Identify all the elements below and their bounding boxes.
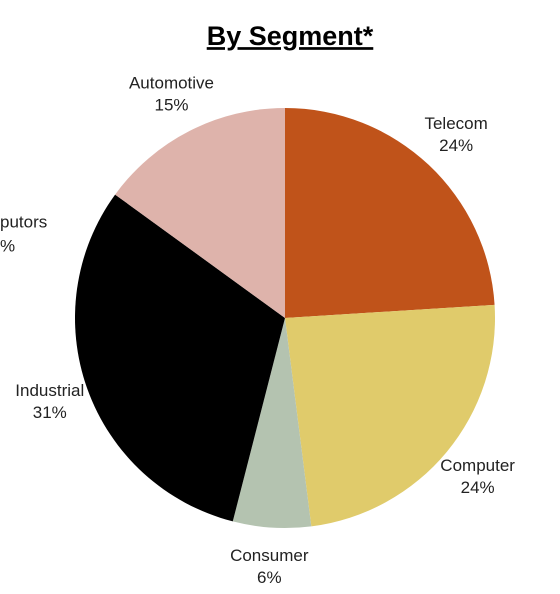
slice-value-label: 31%: [33, 403, 67, 422]
slice-value-label: 24%: [461, 478, 495, 497]
slice-value-label: 15%: [154, 96, 188, 115]
slice-value-label: 6%: [257, 568, 282, 587]
pie-slice: [74, 194, 285, 522]
slice-label: Consumer: [230, 546, 309, 565]
chart-title: By Segment*: [207, 21, 374, 51]
pie-slice: [232, 318, 312, 528]
pie-slice: [285, 304, 495, 527]
pie-slice: [285, 108, 495, 318]
slice-label: Telecom: [424, 114, 487, 133]
slice-label: Automotive: [129, 74, 214, 93]
slice-label: Industrial: [15, 381, 84, 400]
slice-label: Computer: [440, 456, 515, 475]
pie-slice: [115, 107, 285, 318]
slice-value-label: 24%: [439, 136, 473, 155]
annotation: putors: [0, 212, 47, 231]
annotation: %: [0, 236, 15, 255]
